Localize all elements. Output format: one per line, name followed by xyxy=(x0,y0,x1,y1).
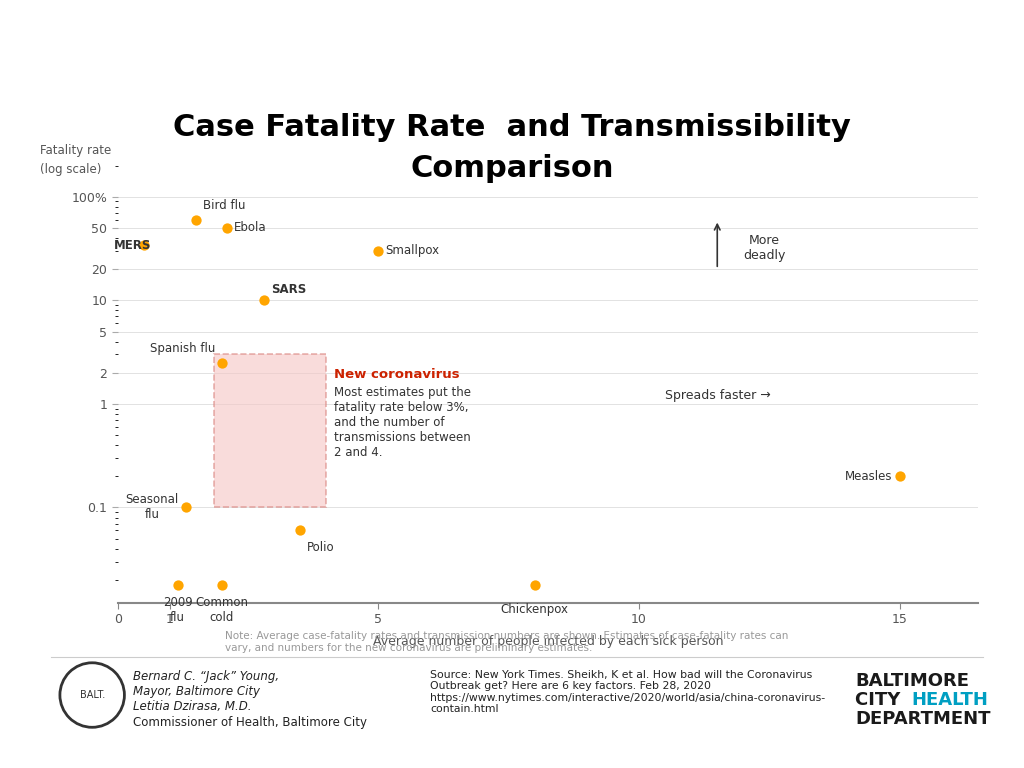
Text: Spanish flu: Spanish flu xyxy=(150,343,215,356)
Text: Case Fatality Rate  and Transmissibility: Case Fatality Rate and Transmissibility xyxy=(173,113,851,142)
Point xyxy=(170,578,186,591)
Text: HEALTH: HEALTH xyxy=(911,691,988,709)
Text: CITY: CITY xyxy=(855,691,906,709)
Point xyxy=(135,239,152,251)
Text: Most estimates put the
fatality rate below 3%,
and the number of
transmissions b: Most estimates put the fatality rate bel… xyxy=(334,386,471,458)
Text: Bernard C. “Jack” Young,: Bernard C. “Jack” Young, xyxy=(133,670,280,683)
Point xyxy=(892,470,908,482)
Point xyxy=(526,578,543,591)
Text: Commissioner of Health, Baltimore City: Commissioner of Health, Baltimore City xyxy=(133,716,368,729)
Text: Letitia Dzirasa, M.D.: Letitia Dzirasa, M.D. xyxy=(133,700,252,713)
Text: BALT.: BALT. xyxy=(80,690,104,700)
Text: Seasonal
flu: Seasonal flu xyxy=(125,494,178,521)
Text: SARS: SARS xyxy=(270,283,306,296)
Text: Common
cold: Common cold xyxy=(196,596,249,624)
Bar xyxy=(214,355,327,508)
Point xyxy=(187,214,204,226)
Text: MERS: MERS xyxy=(114,239,151,252)
Point xyxy=(177,502,194,514)
Text: Spreads faster →: Spreads faster → xyxy=(666,389,771,402)
X-axis label: Average number of people infected by each sick person: Average number of people infected by eac… xyxy=(373,634,723,647)
Text: Smallpox: Smallpox xyxy=(385,244,439,257)
Text: DEPARTMENT: DEPARTMENT xyxy=(855,710,990,728)
Point xyxy=(214,356,230,369)
Text: Measles: Measles xyxy=(845,470,893,483)
Point xyxy=(219,222,236,234)
Text: (log scale): (log scale) xyxy=(40,164,101,177)
Text: Comparison: Comparison xyxy=(411,154,613,183)
Text: 2009
flu: 2009 flu xyxy=(163,596,193,624)
Text: New coronavirus: New coronavirus xyxy=(334,369,460,382)
Text: Fatality rate: Fatality rate xyxy=(40,144,112,157)
Point xyxy=(292,525,308,537)
Text: BALTIMORE: BALTIMORE xyxy=(855,672,969,690)
Point xyxy=(371,245,387,257)
Text: Chickenpox: Chickenpox xyxy=(501,603,568,616)
Text: Note: Average case-fatality rates and transmission numbers are shown. Estimates : Note: Average case-fatality rates and tr… xyxy=(225,631,788,653)
Text: Ebola: Ebola xyxy=(234,221,267,234)
Text: More
deadly: More deadly xyxy=(743,234,785,262)
Text: Polio: Polio xyxy=(307,541,335,554)
Point xyxy=(214,578,230,591)
Text: Mayor, Baltimore City: Mayor, Baltimore City xyxy=(133,685,260,698)
Text: Bird flu: Bird flu xyxy=(203,200,246,212)
Point xyxy=(256,294,272,306)
Text: Source: New York Times. Sheikh, K et al. How bad will the Coronavirus
Outbreak g: Source: New York Times. Sheikh, K et al.… xyxy=(430,670,825,714)
